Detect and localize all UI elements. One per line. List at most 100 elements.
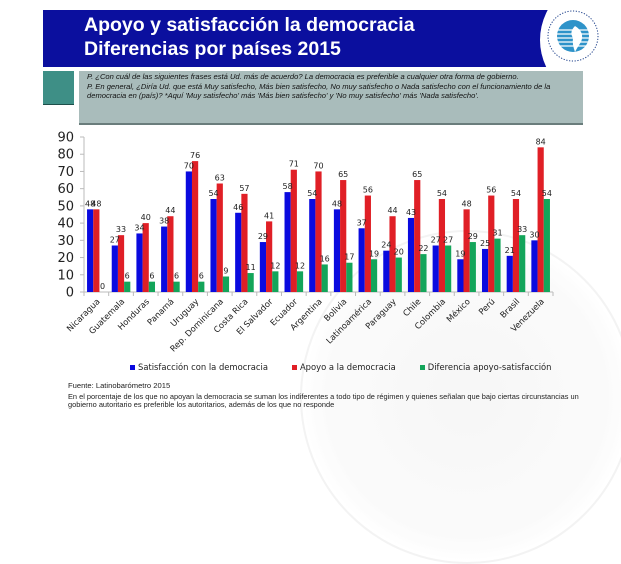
y-tick-label: 80 (57, 148, 74, 163)
bar-satisfaccion (235, 212, 242, 292)
bar-apoyo (216, 183, 223, 292)
data-label: 48 (91, 199, 101, 208)
data-label: 24 (381, 241, 391, 250)
data-label: 12 (270, 261, 280, 270)
bar-apoyo (512, 199, 520, 292)
latinobarometro-logo-icon (547, 10, 599, 62)
bar-diferencia (445, 245, 452, 292)
bar-diferencia (346, 262, 353, 292)
bar-satisfaccion (210, 199, 217, 292)
bar-diferencia (543, 199, 550, 292)
page-title: Apoyo y satisfacción la democracia Difer… (84, 13, 415, 61)
bar-apoyo (142, 223, 149, 292)
bar-diferencia (519, 235, 526, 292)
data-label: 16 (320, 254, 330, 263)
data-label: 43 (406, 208, 416, 217)
data-label: 41 (264, 211, 274, 220)
y-tick-label: 50 (57, 199, 74, 214)
source-text: Fuente: Latinobarómetro 2015 (68, 381, 171, 390)
data-label: 58 (283, 182, 293, 191)
bar-satisfaccion (259, 242, 267, 292)
bar-diferencia (148, 281, 156, 292)
bar-satisfaccion (185, 171, 192, 292)
bar-satisfaccion (358, 228, 365, 292)
data-labels-group: 4827343870544629585448372443271925213048… (85, 137, 552, 291)
x-tick-label: Chile (401, 296, 423, 318)
data-label: 44 (387, 206, 397, 215)
bar-satisfaccion (333, 209, 341, 292)
x-axis-ticks: NicaraguaGuatemalaHondurasPanamáUruguayR… (65, 292, 554, 354)
bar-apoyo (537, 147, 544, 292)
legend-swatch-blue (130, 364, 135, 370)
chart-legend: Satisfacción con la democracia Apoyo a l… (130, 362, 575, 372)
bar-satisfaccion (457, 259, 464, 292)
data-label: 54 (307, 189, 317, 198)
y-tick-label: 70 (57, 165, 74, 180)
bar-diferencia (272, 271, 279, 292)
data-label: 54 (542, 189, 552, 198)
data-label: 33 (517, 225, 527, 234)
legend-label: Satisfacción con la democracia (138, 362, 268, 372)
data-label: 48 (332, 199, 342, 208)
data-label: 76 (190, 151, 200, 160)
data-label: 33 (116, 225, 126, 234)
data-label: 12 (295, 261, 305, 270)
bar-diferencia (173, 281, 180, 292)
legend-item-apoyo: Apoyo a la democracia (291, 362, 396, 372)
bar-diferencia (124, 281, 131, 292)
bar-diferencia (469, 242, 476, 292)
bar-apoyo (340, 180, 347, 292)
data-label: 38 (159, 217, 169, 226)
data-label: 56 (486, 186, 496, 195)
bar-apoyo (266, 221, 273, 292)
bar-apoyo (241, 193, 248, 292)
bar-apoyo (117, 235, 125, 292)
data-label: 6 (174, 272, 179, 281)
bar-diferencia (494, 238, 501, 292)
data-label: 56 (363, 186, 373, 195)
bar-satisfaccion (481, 248, 489, 292)
legend-swatch-red (291, 364, 297, 370)
bar-satisfaccion (506, 255, 513, 292)
data-label: 54 (511, 189, 521, 198)
data-label: 6 (125, 272, 130, 281)
bar-diferencia (321, 264, 328, 292)
bar-apoyo (167, 216, 174, 292)
question-box: P. ¿Con cuál de las siguientes frases es… (79, 71, 583, 125)
data-label: 22 (418, 244, 428, 253)
data-label: 37 (357, 218, 367, 227)
bar-satisfaccion (531, 240, 538, 292)
bar-apoyo (488, 195, 495, 292)
bar-satisfaccion (407, 217, 415, 292)
data-label: 54 (208, 189, 218, 198)
bar-satisfaccion (87, 209, 94, 292)
data-label: 17 (344, 253, 354, 262)
bar-satisfaccion (309, 199, 316, 292)
y-tick-label: 90 (57, 131, 74, 146)
data-label: 48 (85, 199, 95, 208)
data-label: 48 (462, 199, 472, 208)
data-label: 27 (443, 236, 453, 245)
data-label: 63 (215, 174, 225, 183)
bar-diferencia (198, 281, 205, 292)
x-tick-label: Perú (476, 296, 496, 316)
y-tick-label: 40 (57, 217, 74, 232)
data-label: 27 (431, 236, 441, 245)
data-label: 40 (141, 213, 151, 222)
legend-label: Diferencia apoyo-satisfacción (427, 362, 552, 372)
title-line-1: Apoyo y satisfacción la democracia (84, 14, 415, 36)
bar-diferencia (420, 254, 427, 292)
data-label: 11 (246, 263, 256, 272)
bar-apoyo (191, 161, 199, 292)
y-tick-label: 30 (57, 234, 74, 249)
data-label: 54 (437, 189, 447, 198)
bar-apoyo (389, 216, 396, 292)
title-line-2: Diferencias por países 2015 (84, 38, 341, 60)
question-tab-decoration (43, 71, 74, 104)
bar-satisfaccion (383, 250, 390, 292)
bar-diferencia (247, 273, 254, 292)
data-label: 6 (149, 272, 154, 281)
data-label: 34 (134, 223, 144, 232)
data-label: 57 (239, 184, 249, 193)
